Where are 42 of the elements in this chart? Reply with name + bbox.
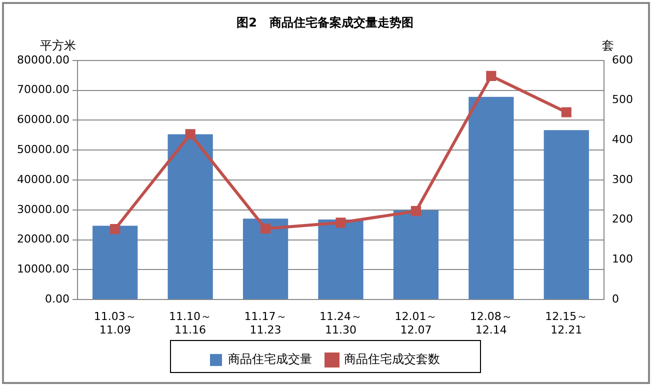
- x-tick-label: 12.01～ 12.07: [394, 310, 438, 336]
- legend-label: 商品住宅成交套数: [344, 352, 440, 366]
- x-tick-label: 12.15～ 12.21: [545, 310, 588, 336]
- y-tick-label: 60000.00: [16, 113, 70, 126]
- chart-title: 图2 商品住宅备案成交量走势图: [236, 15, 414, 30]
- y-tick-label: 40000.00: [16, 172, 70, 186]
- point: [486, 70, 496, 81]
- y2-tick-label: 600: [612, 53, 634, 66]
- point: [185, 129, 196, 140]
- point: [410, 206, 421, 216]
- y-tick-label: 30000.00: [16, 202, 70, 216]
- bar: [92, 226, 138, 300]
- x-tick-label: 11.24～ 11.30: [319, 310, 362, 336]
- point: [260, 224, 271, 234]
- x-tick-label: 11.17～ 11.23: [244, 310, 287, 336]
- y-tick-label: 10000.00: [16, 262, 70, 276]
- x-tick-label: 11.03～ 11.09: [94, 310, 136, 336]
- y2-tick-label: 400: [612, 132, 634, 146]
- y2-axis-title: 套: [602, 38, 614, 53]
- bar: [393, 210, 439, 300]
- point: [561, 107, 572, 118]
- bar: [468, 96, 514, 300]
- point: [110, 224, 120, 234]
- bar: [168, 134, 213, 300]
- y-tick-label: 50000.00: [16, 142, 70, 156]
- y-tick-label: 0.00: [44, 292, 70, 306]
- legend-label: 商品住宅成交量: [228, 352, 312, 366]
- y-tick-label: 70000.00: [16, 83, 70, 96]
- y2-tick-label: 100: [612, 252, 634, 266]
- x-tick-label: 11.10～ 11.16: [169, 310, 212, 336]
- y-axis-title: 平方米: [40, 38, 76, 53]
- y-tick-label: 20000.00: [16, 232, 70, 246]
- x-tick-label: 12.08～ 12.14: [470, 310, 512, 336]
- y2-tick-label: 0: [612, 292, 620, 306]
- bar: [242, 218, 288, 300]
- y2-tick-label: 300: [612, 172, 634, 186]
- y2-tick-label: 200: [612, 212, 634, 226]
- y-tick-label: 80000.00: [16, 53, 70, 66]
- bar: [544, 130, 589, 300]
- bar: [318, 219, 364, 300]
- point: [336, 218, 346, 228]
- y2-tick-label: 500: [612, 93, 634, 106]
